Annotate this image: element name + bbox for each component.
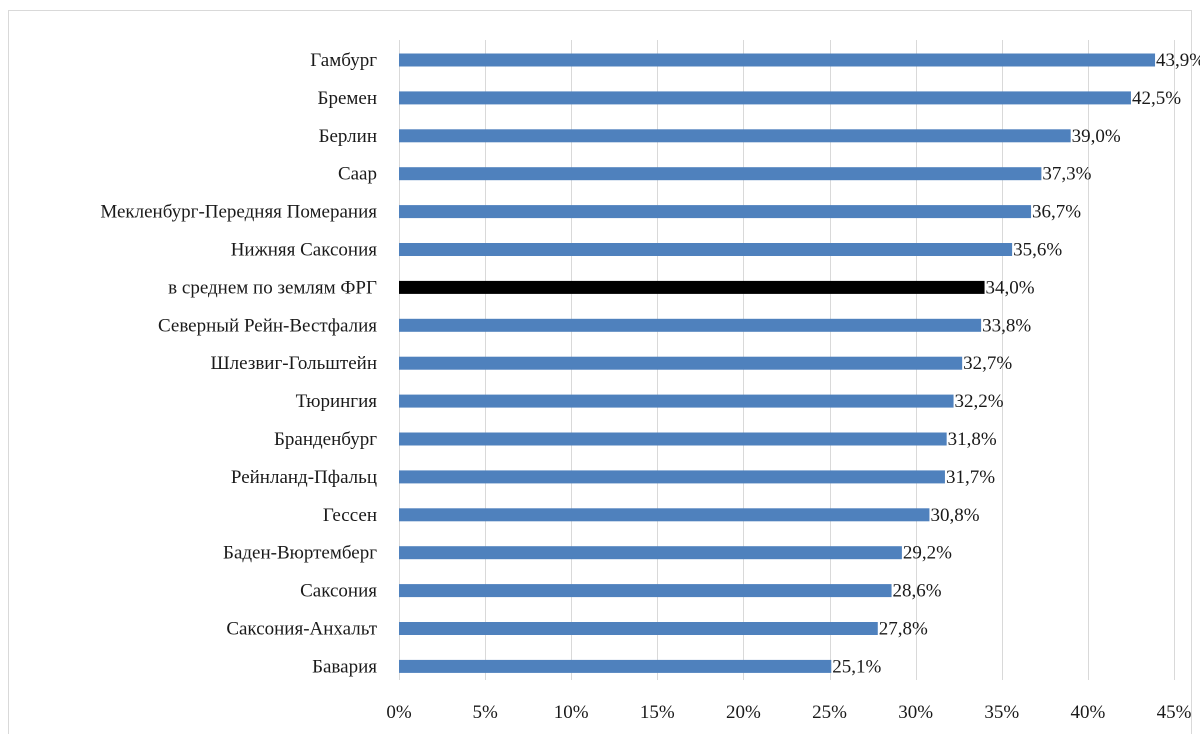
x-tick-label: 0%	[386, 702, 412, 723]
bar	[399, 91, 1131, 105]
x-tick-label: 35%	[984, 702, 1019, 723]
category-label: Шлезвиг-Гольштейн	[211, 353, 378, 374]
x-tick-label: 20%	[726, 702, 761, 723]
category-label: Саксония	[300, 581, 377, 602]
bar	[399, 167, 1042, 181]
value-label: 39,0%	[1072, 126, 1121, 147]
category-label: Саксония-Анхальт	[226, 619, 377, 640]
value-label: 33,8%	[982, 315, 1031, 336]
value-label: 36,7%	[1032, 202, 1081, 223]
category-label: Берлин	[319, 126, 377, 147]
category-label: Гамбург	[310, 50, 377, 71]
value-label: 34,0%	[986, 277, 1035, 298]
value-label: 31,7%	[946, 467, 995, 488]
category-label: Баден-Вюртемберг	[223, 543, 377, 564]
category-labels: Гамбург Бремен Берлин Саар Мекленбург-Передн…	[100, 50, 377, 677]
bar	[399, 129, 1071, 143]
category-label: Тюрингия	[296, 391, 378, 412]
value-label: 32,7%	[963, 353, 1012, 374]
bar	[399, 584, 892, 598]
bar	[399, 53, 1156, 67]
category-label: в среднем по землям ФРГ	[168, 277, 377, 298]
bar	[399, 622, 878, 635]
value-label: 43,9%	[1156, 50, 1200, 71]
bar	[399, 243, 1013, 256]
bar	[399, 205, 1032, 219]
bar	[399, 318, 982, 332]
value-label: 37,3%	[1042, 164, 1091, 185]
x-tick-label: 10%	[554, 702, 589, 723]
bar	[399, 394, 954, 408]
category-label: Гессен	[323, 505, 377, 526]
category-label: Бавария	[312, 656, 377, 677]
value-label: 29,2%	[903, 543, 952, 564]
category-label: Бремен	[318, 88, 377, 109]
bar	[399, 356, 963, 370]
bars	[399, 53, 1156, 673]
value-label: 27,8%	[879, 619, 928, 640]
x-tick-label: 15%	[640, 702, 675, 723]
x-tick-label: 25%	[812, 702, 847, 723]
value-label: 35,6%	[1013, 240, 1062, 261]
category-label: Северный Рейн-Вестфалия	[158, 315, 377, 336]
category-label: Нижняя Саксония	[231, 240, 378, 261]
bar-average	[399, 280, 985, 294]
category-label: Мекленбург-Передняя Померания	[100, 202, 377, 223]
value-label: 25,1%	[832, 656, 881, 677]
bar	[399, 508, 930, 522]
x-tick-label: 40%	[1070, 702, 1105, 723]
bar	[399, 432, 947, 446]
category-label: Рейнланд-Пфальц	[231, 467, 377, 488]
bar	[399, 470, 945, 484]
value-label: 42,5%	[1132, 88, 1181, 109]
x-tick-label: 5%	[472, 702, 498, 723]
bar	[399, 659, 832, 673]
bar	[399, 546, 902, 560]
x-tick-labels: 0% 5% 10% 15% 20% 25% 30% 35% 40% 45%	[386, 702, 1191, 723]
value-label: 30,8%	[930, 505, 979, 526]
value-label: 32,2%	[955, 391, 1004, 412]
value-label: 31,8%	[948, 429, 997, 450]
x-tick-label: 30%	[898, 702, 933, 723]
value-label: 28,6%	[893, 581, 942, 602]
x-tick-label: 45%	[1157, 702, 1192, 723]
value-labels: 43,9% 42,5% 39,0% 37,3% 36,7% 35,6% 34,0% 33,8%…	[832, 50, 1200, 677]
category-label: Саар	[338, 164, 377, 185]
category-label: Бранденбург	[274, 429, 377, 450]
